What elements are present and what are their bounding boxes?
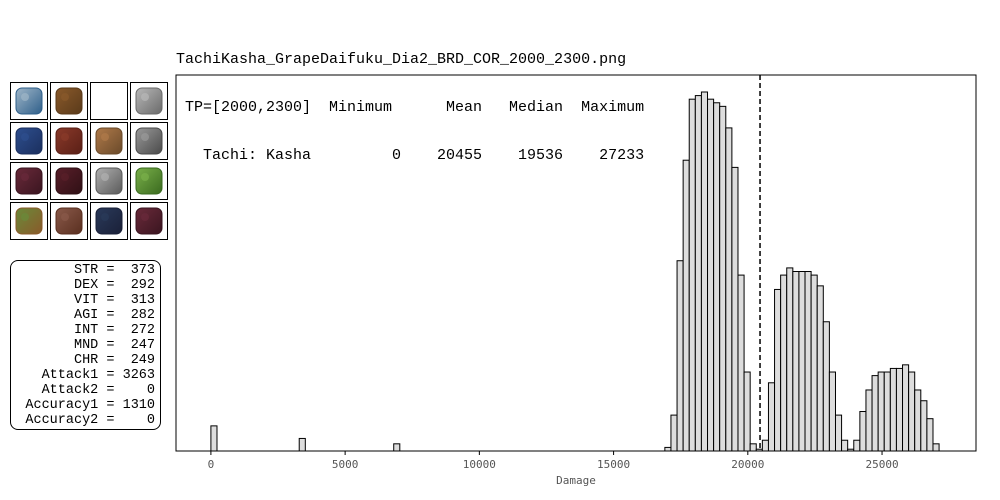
x-tick-label: 15000 (597, 458, 630, 471)
stat-line: VIT = 313 (73, 293, 155, 308)
histogram-bar (774, 288, 782, 452)
chart-header: TachiKasha_GrapeDaifuku_Dia2_BRD_COR_200… (176, 20, 644, 180)
histogram-bar (798, 271, 806, 452)
stat-line: Attack1 = 3263 (41, 368, 155, 383)
histogram-bar (743, 371, 751, 452)
histogram-bar (688, 98, 696, 452)
histogram-bar (731, 166, 739, 452)
header-columns: TP=[2000,2300] Minimum Mean Median Maxim… (176, 99, 645, 116)
histogram-bars (210, 91, 940, 452)
histogram-bar (786, 267, 794, 452)
header-values: Tachi: Kasha 0 20455 19536 27233 (176, 147, 645, 164)
ammo-spool-icon (50, 82, 88, 120)
histogram-bar (871, 375, 879, 452)
histogram-bar (719, 105, 727, 452)
histogram-bar (755, 448, 763, 452)
necklace-icon (90, 122, 128, 160)
histogram-bar (932, 443, 940, 452)
histogram-bar (822, 321, 830, 452)
stat-line: Attack2 = 0 (41, 383, 155, 398)
histogram-bar (713, 102, 721, 452)
histogram-bar (761, 439, 769, 452)
x-axis-label: Damage (556, 474, 596, 487)
x-tick-label: 10000 (463, 458, 496, 471)
histogram-bar (792, 271, 800, 452)
stat-line: DEX = 292 (73, 278, 155, 293)
histogram-bar (737, 274, 745, 452)
histogram-bar (707, 98, 715, 452)
histogram-bar (780, 274, 788, 452)
glove-icon (50, 162, 88, 200)
histogram-bar (298, 437, 306, 452)
legs-icon (90, 202, 128, 240)
histogram-bar (895, 367, 904, 452)
gauntlet-icon (10, 162, 48, 200)
histogram-bar (725, 127, 733, 452)
histogram-bar (393, 443, 401, 452)
histogram-bar (841, 439, 849, 452)
histogram-bar (816, 285, 824, 452)
x-tick-label: 20000 (731, 458, 764, 471)
plot-frame (175, 74, 977, 452)
x-tick-label: 5000 (332, 458, 359, 471)
histogram-bar (828, 371, 836, 452)
histogram-bar (670, 414, 678, 452)
stat-line: Accuracy1 = 1310 (25, 398, 155, 413)
histogram-bar (767, 382, 776, 452)
x-tick-label: 0 (208, 458, 215, 471)
stats-panel: STR = 373 DEX = 292 VIT = 313 AGI = 282 INT … (10, 260, 161, 430)
boots-icon (130, 202, 168, 240)
belt-icon (50, 202, 88, 240)
body-armor-icon (50, 122, 88, 160)
stat-line: INT = 272 (73, 323, 155, 338)
histogram-bar (853, 439, 861, 452)
histogram-bar (889, 367, 897, 452)
stat-line: Accuracy2 = 0 (25, 413, 155, 428)
histogram-bar (700, 91, 709, 452)
histogram-bar (920, 400, 928, 452)
sword-icon (10, 82, 48, 120)
histogram-bar (676, 260, 684, 452)
x-axis: 0 5000 10000 15000 20000 25000 (208, 451, 899, 471)
histogram-bar (664, 446, 672, 452)
header-filename: TachiKasha_GrapeDaifuku_Dia2_BRD_COR_200… (176, 51, 627, 68)
equipment-grid (10, 82, 170, 242)
histogram-bar (834, 414, 843, 452)
stat-line: STR = 373 (73, 263, 155, 278)
histogram-bar (847, 448, 855, 452)
cape-icon (10, 202, 48, 240)
earring-icon (130, 122, 168, 160)
histogram-bar (682, 159, 690, 452)
crossbow-blade-icon (130, 82, 168, 120)
histogram-bar (883, 371, 891, 452)
histogram-bar (902, 364, 910, 452)
histogram-bar (914, 389, 922, 452)
histogram-bar (210, 425, 218, 452)
histogram-bar (694, 95, 702, 452)
helm-icon (10, 122, 48, 160)
histogram-bar (810, 274, 818, 452)
histogram-bar (804, 271, 812, 452)
histogram-bar (877, 371, 885, 452)
histogram-bar (859, 411, 867, 452)
empty-slot-icon (90, 82, 128, 120)
histogram-bar (926, 418, 934, 452)
ring-icon (90, 162, 128, 200)
histogram-bar (865, 389, 873, 452)
histogram-bar (749, 443, 757, 452)
stat-line: CHR = 249 (73, 353, 155, 368)
x-tick-label: 25000 (865, 458, 898, 471)
histogram-bar (908, 371, 916, 452)
ring-green-icon (130, 162, 168, 200)
stat-line: AGI = 282 (73, 308, 155, 323)
stat-line: MND = 247 (73, 338, 155, 353)
